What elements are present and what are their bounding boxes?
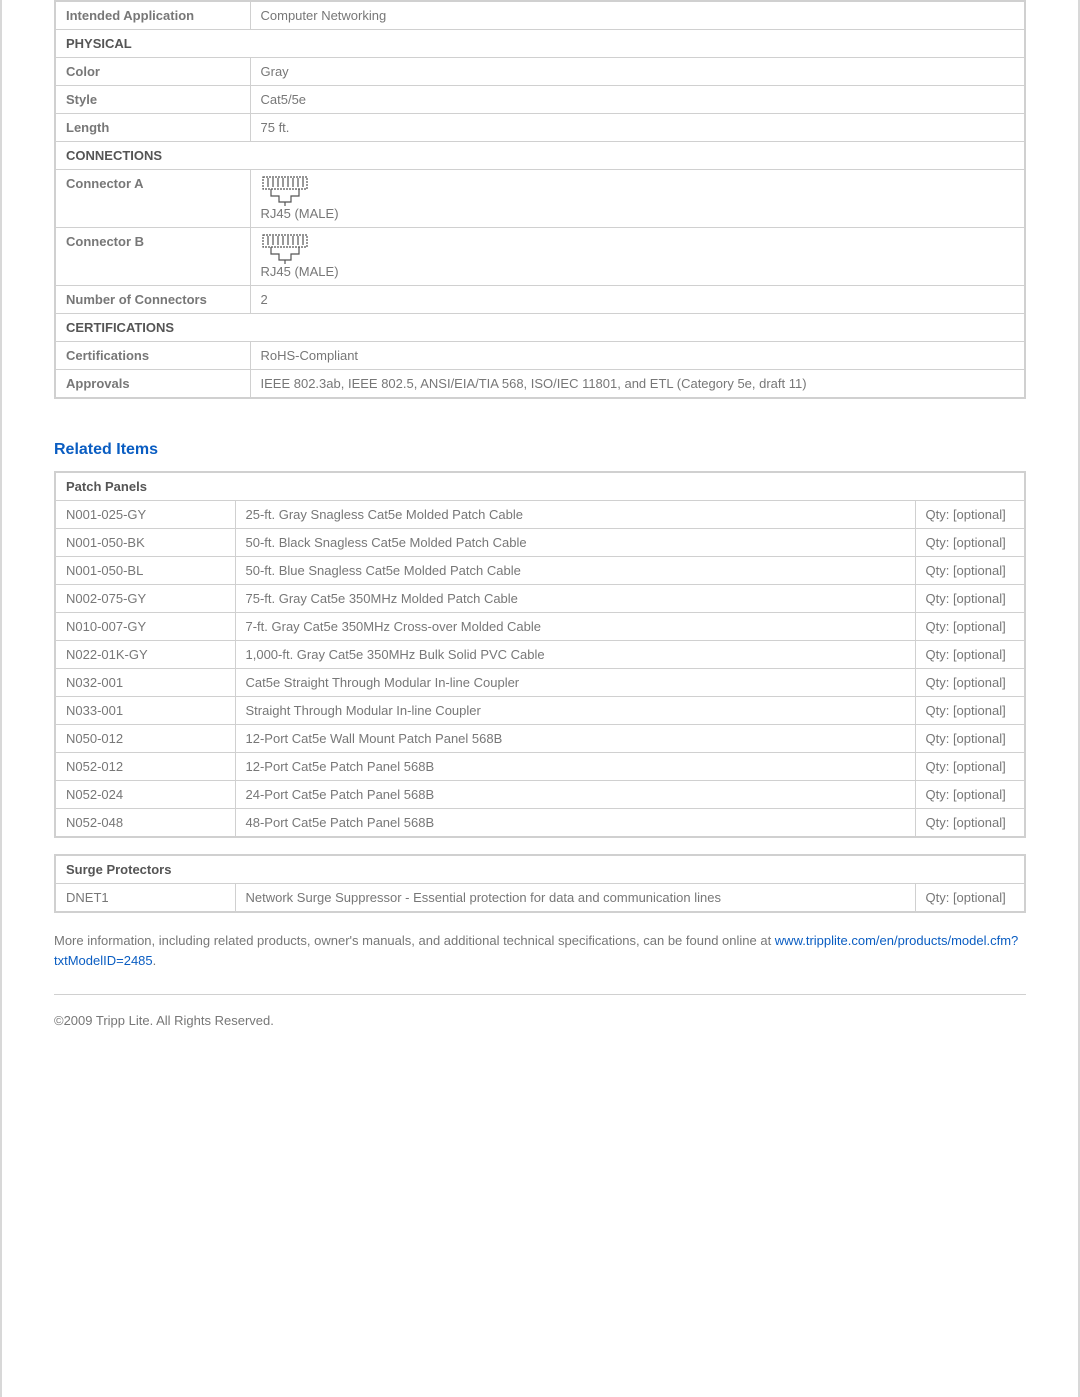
- related-sku: N001-050-BL: [55, 557, 235, 585]
- footer-separator: [54, 994, 1026, 995]
- related-desc: 50-ft. Black Snagless Cat5e Molded Patch…: [235, 529, 915, 557]
- related-sku: N002-075-GY: [55, 585, 235, 613]
- related-qty: Qty: [optional]: [915, 529, 1025, 557]
- related-group-table: Patch PanelsN001-025-GY 25-ft. Gray Snag…: [54, 471, 1026, 838]
- spec-connector-cell: RJ45 (MALE): [250, 170, 1025, 228]
- related-desc: Straight Through Modular In-line Coupler: [235, 697, 915, 725]
- more-info-prefix: More information, including related prod…: [54, 933, 775, 948]
- related-item-row: DNET1 Network Surge Suppressor - Essenti…: [55, 884, 1025, 913]
- spec-label: Color: [55, 58, 250, 86]
- related-item-row: N032-001 Cat5e Straight Through Modular …: [55, 669, 1025, 697]
- related-sku: DNET1: [55, 884, 235, 913]
- related-item-row: N050-012 12-Port Cat5e Wall Mount Patch …: [55, 725, 1025, 753]
- related-item-row: N001-050-BK 50-ft. Black Snagless Cat5e …: [55, 529, 1025, 557]
- related-qty: Qty: [optional]: [915, 641, 1025, 669]
- related-qty: Qty: [optional]: [915, 753, 1025, 781]
- more-info-period: .: [153, 953, 157, 968]
- related-desc: Network Surge Suppressor - Essential pro…: [235, 884, 915, 913]
- related-sku: N001-025-GY: [55, 501, 235, 529]
- related-sku: N010-007-GY: [55, 613, 235, 641]
- spec-value: IEEE 802.3ab, IEEE 802.5, ANSI/EIA/TIA 5…: [250, 370, 1025, 399]
- related-sku: N033-001: [55, 697, 235, 725]
- spec-label: Number of Connectors: [55, 286, 250, 314]
- related-desc: 1,000-ft. Gray Cat5e 350MHz Bulk Solid P…: [235, 641, 915, 669]
- related-desc: 24-Port Cat5e Patch Panel 568B: [235, 781, 915, 809]
- related-item-row: N010-007-GY 7-ft. Gray Cat5e 350MHz Cros…: [55, 613, 1025, 641]
- related-sku: N022-01K-GY: [55, 641, 235, 669]
- more-info-text: More information, including related prod…: [54, 931, 1026, 970]
- related-qty: Qty: [optional]: [915, 585, 1025, 613]
- spec-label: Connector A: [55, 170, 250, 228]
- related-desc: Cat5e Straight Through Modular In-line C…: [235, 669, 915, 697]
- related-qty: Qty: [optional]: [915, 613, 1025, 641]
- related-qty: Qty: [optional]: [915, 725, 1025, 753]
- spec-label: Length: [55, 114, 250, 142]
- related-sku: N052-024: [55, 781, 235, 809]
- related-sku: N001-050-BK: [55, 529, 235, 557]
- related-item-row: N033-001 Straight Through Modular In-lin…: [55, 697, 1025, 725]
- related-qty: Qty: [optional]: [915, 697, 1025, 725]
- spec-label: Connector B: [55, 228, 250, 286]
- spec-connector-cell: RJ45 (MALE): [250, 228, 1025, 286]
- related-qty: Qty: [optional]: [915, 501, 1025, 529]
- related-item-row: N052-024 24-Port Cat5e Patch Panel 568B …: [55, 781, 1025, 809]
- related-sku: N052-048: [55, 809, 235, 838]
- spec-label: Intended Application: [55, 1, 250, 30]
- rj45-icon: [261, 176, 309, 206]
- related-sku: N050-012: [55, 725, 235, 753]
- related-group-header: Patch Panels: [55, 472, 1025, 501]
- spec-value: Gray: [250, 58, 1025, 86]
- related-items-container: Patch PanelsN001-025-GY 25-ft. Gray Snag…: [54, 471, 1026, 913]
- rj45-icon: [261, 234, 309, 264]
- spec-value: 75 ft.: [250, 114, 1025, 142]
- spec-value: Cat5/5e: [250, 86, 1025, 114]
- related-item-row: N052-012 12-Port Cat5e Patch Panel 568B …: [55, 753, 1025, 781]
- related-item-row: N052-048 48-Port Cat5e Patch Panel 568B …: [55, 809, 1025, 838]
- related-sku: N052-012: [55, 753, 235, 781]
- spec-value: 2: [250, 286, 1025, 314]
- related-items-heading: Related Items: [54, 441, 1026, 459]
- related-desc: 12-Port Cat5e Wall Mount Patch Panel 568…: [235, 725, 915, 753]
- spec-section-header: CONNECTIONS: [55, 142, 1025, 170]
- related-qty: Qty: [optional]: [915, 781, 1025, 809]
- related-desc: 12-Port Cat5e Patch Panel 568B: [235, 753, 915, 781]
- related-desc: 48-Port Cat5e Patch Panel 568B: [235, 809, 915, 838]
- specifications-table: Intended Application Computer Networking…: [54, 0, 1026, 399]
- related-desc: 25-ft. Gray Snagless Cat5e Molded Patch …: [235, 501, 915, 529]
- spec-value: Computer Networking: [250, 1, 1025, 30]
- related-item-row: N002-075-GY 75-ft. Gray Cat5e 350MHz Mol…: [55, 585, 1025, 613]
- related-item-row: N001-025-GY 25-ft. Gray Snagless Cat5e M…: [55, 501, 1025, 529]
- page-container: Intended Application Computer Networking…: [0, 0, 1080, 1397]
- related-item-row: N022-01K-GY 1,000-ft. Gray Cat5e 350MHz …: [55, 641, 1025, 669]
- connector-label: RJ45 (MALE): [261, 264, 339, 279]
- spec-section-header: PHYSICAL: [55, 30, 1025, 58]
- related-qty: Qty: [optional]: [915, 809, 1025, 838]
- related-desc: 75-ft. Gray Cat5e 350MHz Molded Patch Ca…: [235, 585, 915, 613]
- related-group-table: Surge ProtectorsDNET1 Network Surge Supp…: [54, 854, 1026, 913]
- spec-label: Certifications: [55, 342, 250, 370]
- related-qty: Qty: [optional]: [915, 669, 1025, 697]
- connector-label: RJ45 (MALE): [261, 206, 339, 221]
- spec-value: RoHS-Compliant: [250, 342, 1025, 370]
- related-item-row: N001-050-BL 50-ft. Blue Snagless Cat5e M…: [55, 557, 1025, 585]
- spec-section-header: CERTIFICATIONS: [55, 314, 1025, 342]
- spec-label: Style: [55, 86, 250, 114]
- related-desc: 50-ft. Blue Snagless Cat5e Molded Patch …: [235, 557, 915, 585]
- related-qty: Qty: [optional]: [915, 884, 1025, 913]
- related-sku: N032-001: [55, 669, 235, 697]
- spec-label: Approvals: [55, 370, 250, 399]
- related-group-header: Surge Protectors: [55, 855, 1025, 884]
- related-qty: Qty: [optional]: [915, 557, 1025, 585]
- copyright-text: ©2009 Tripp Lite. All Rights Reserved.: [54, 1013, 1026, 1028]
- related-desc: 7-ft. Gray Cat5e 350MHz Cross-over Molde…: [235, 613, 915, 641]
